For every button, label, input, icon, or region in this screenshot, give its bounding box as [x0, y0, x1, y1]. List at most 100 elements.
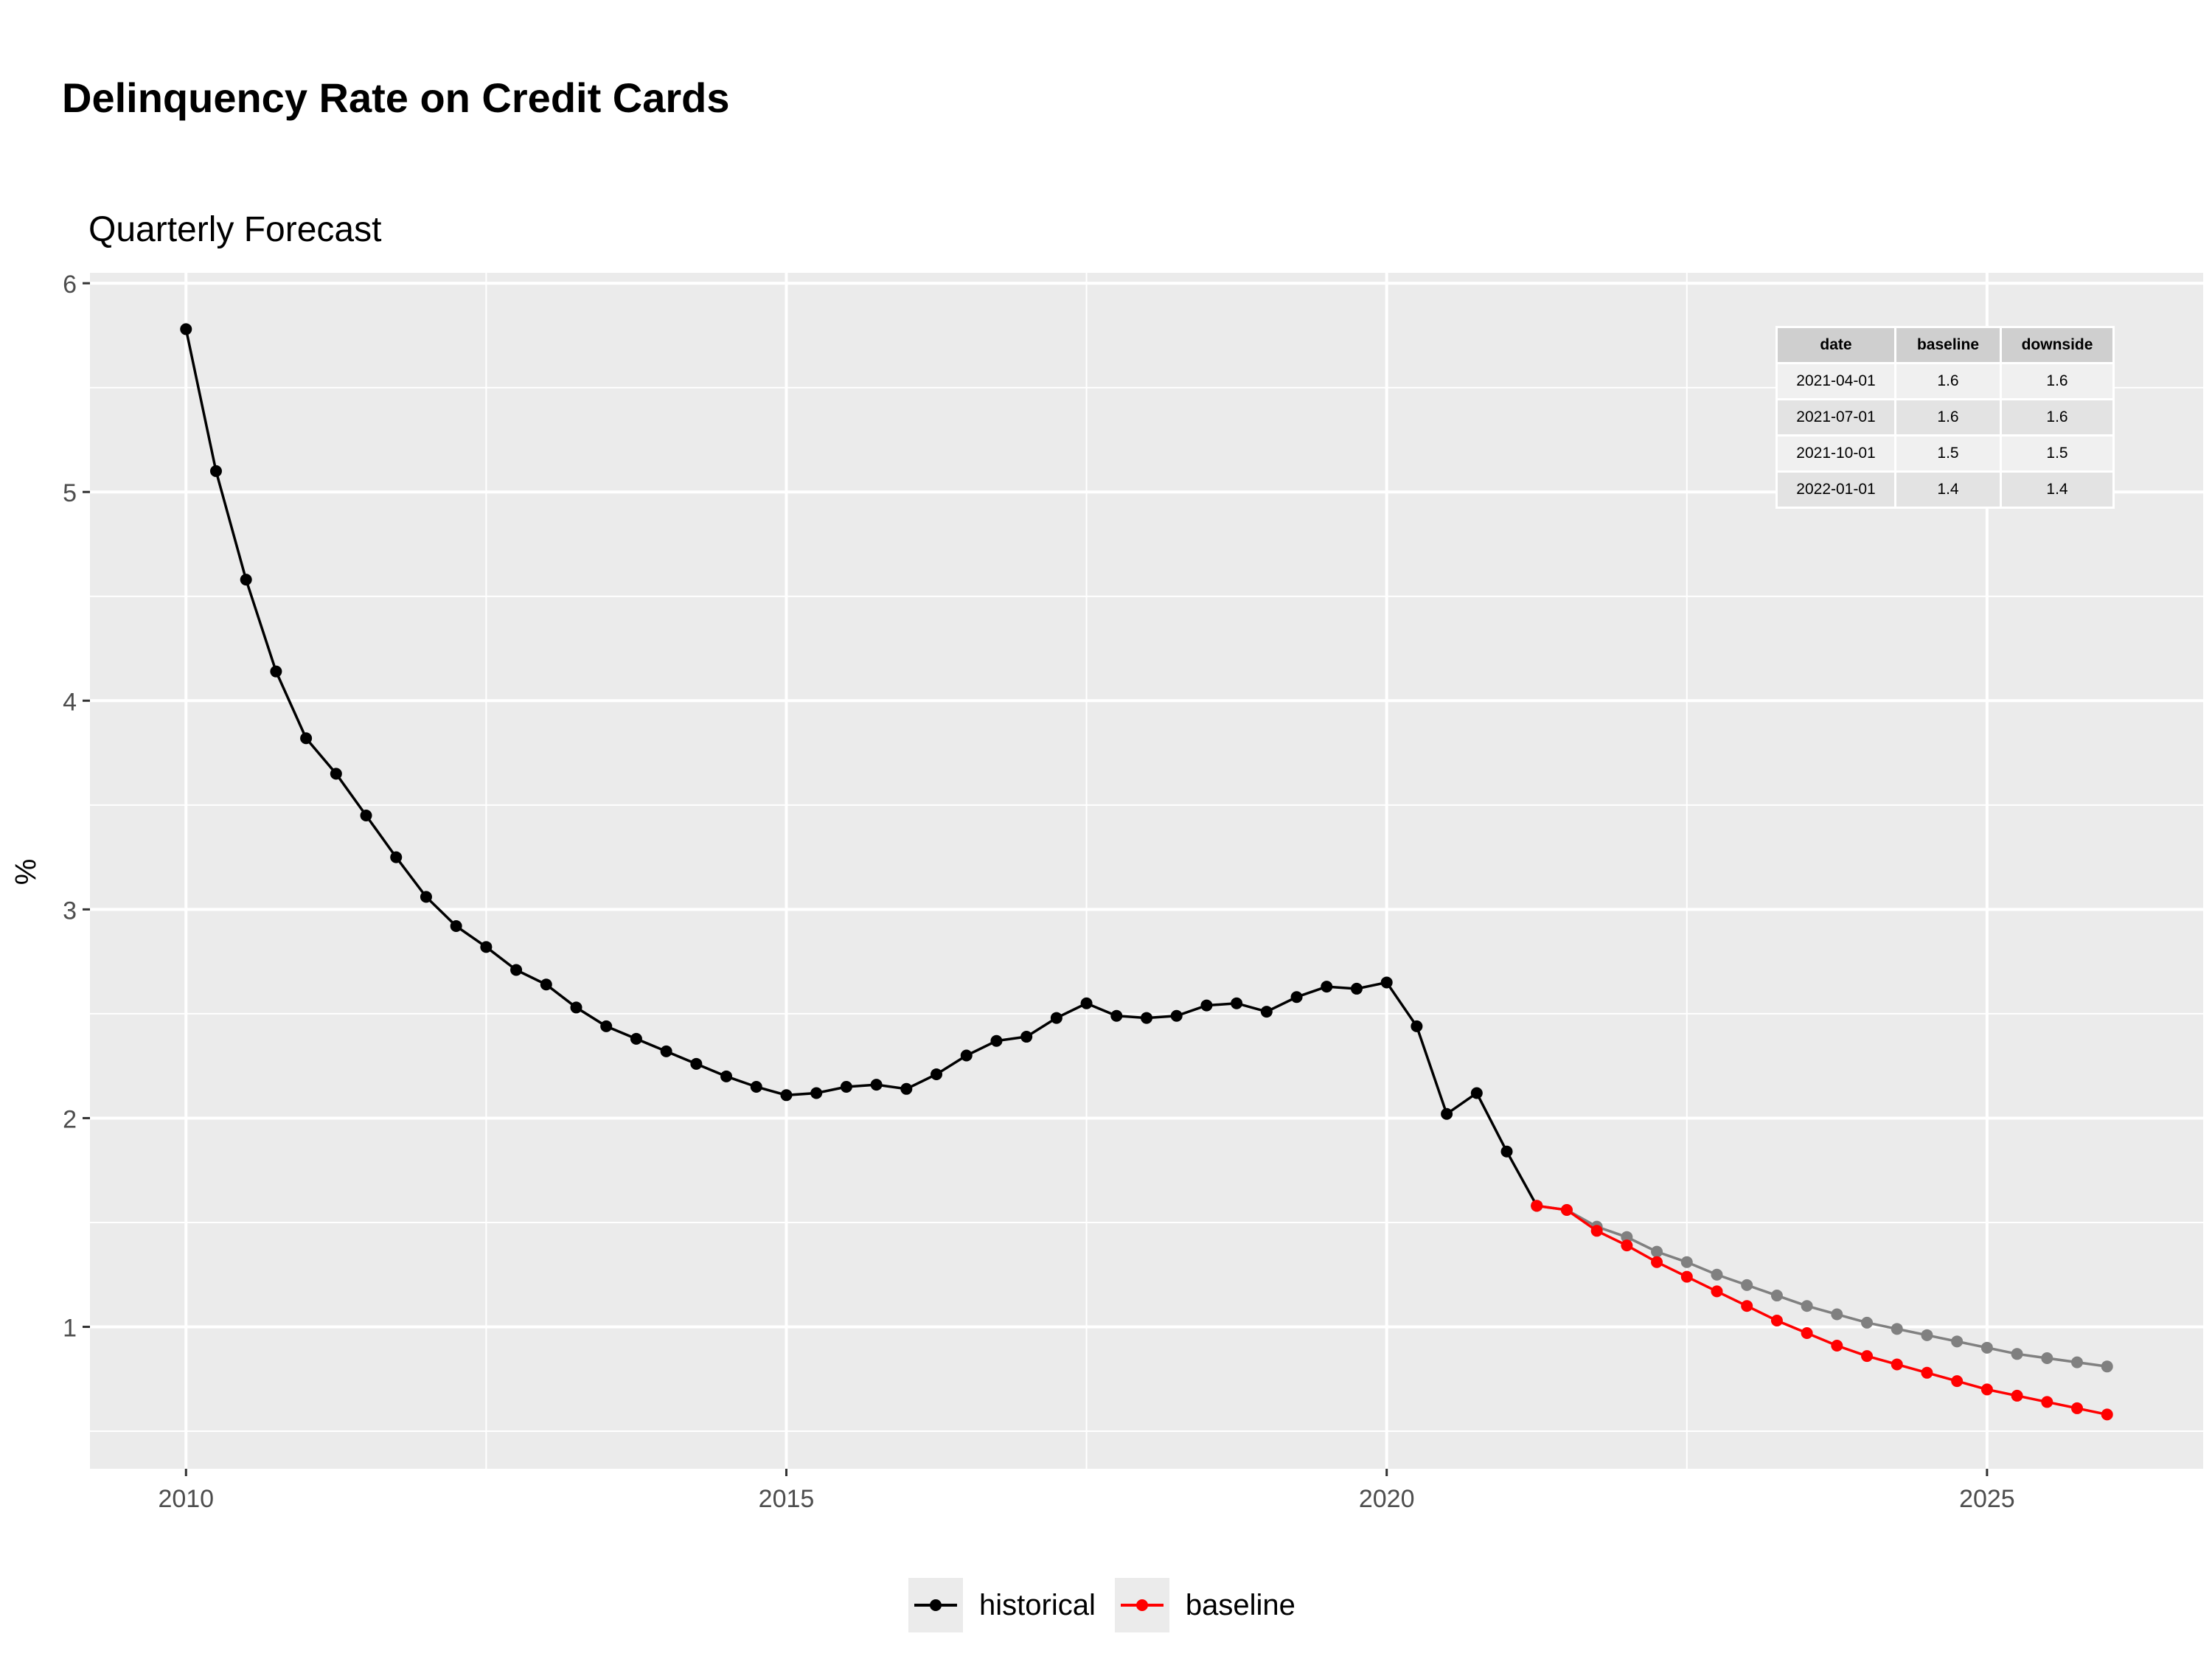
data-point-historical — [990, 1034, 1003, 1047]
data-point-historical — [1290, 991, 1303, 1004]
y-tick-label: 1 — [63, 1315, 77, 1343]
data-point-baseline — [1861, 1350, 1874, 1363]
data-point-baseline — [1590, 1225, 1603, 1237]
data-point-historical — [180, 323, 192, 335]
legend-item-historical: historical — [908, 1578, 1096, 1632]
data-point-historical — [1110, 1009, 1123, 1022]
data-point-downside — [1801, 1300, 1813, 1312]
chart-title: Delinquency Rate on Credit Cards — [62, 74, 730, 121]
table-row: 2021-07-01 1.6 1.6 — [1775, 398, 2115, 437]
data-point-historical — [630, 1032, 642, 1045]
data-point-downside — [1711, 1268, 1723, 1281]
data-point-baseline — [1801, 1327, 1813, 1340]
data-point-historical — [1170, 1009, 1183, 1022]
table-cell: 2021-07-01 — [1775, 398, 1896, 437]
data-point-baseline — [1770, 1315, 1783, 1327]
x-tick-label: 2025 — [1959, 1485, 2015, 1513]
data-point-historical — [660, 1045, 672, 1057]
data-point-historical — [1141, 1012, 1152, 1024]
data-point-historical — [600, 1020, 613, 1032]
data-point-historical — [1020, 1031, 1033, 1043]
table-cell: 2021-04-01 — [1775, 362, 1896, 400]
data-point-historical — [330, 768, 342, 780]
y-tick-label: 4 — [63, 688, 77, 716]
data-point-historical — [300, 732, 313, 745]
data-point-downside — [1831, 1308, 1843, 1321]
data-point-downside — [1921, 1329, 1933, 1341]
chart-subtitle: Quarterly Forecast — [88, 210, 382, 249]
data-point-historical — [750, 1080, 762, 1093]
data-point-baseline — [2041, 1396, 2053, 1408]
data-point-historical — [780, 1089, 793, 1102]
forecast-table-header: date baseline downside — [1775, 326, 2115, 364]
data-point-historical — [480, 941, 493, 953]
legend-key-baseline — [1114, 1578, 1169, 1632]
table-cell: 1.6 — [2000, 362, 2115, 400]
data-point-historical — [510, 964, 523, 976]
data-point-downside — [1680, 1256, 1693, 1268]
y-tick-label: 5 — [63, 479, 77, 507]
forecast-table: date baseline downside 2021-04-01 1.6 1.… — [1775, 326, 2115, 509]
data-point-baseline — [1921, 1366, 1933, 1379]
table-cell: 1.4 — [2000, 470, 2115, 509]
data-point-historical — [720, 1070, 733, 1082]
data-point-historical — [931, 1068, 943, 1080]
x-tick-label: 2015 — [759, 1485, 815, 1513]
data-point-historical — [1260, 1006, 1273, 1018]
data-point-historical — [1050, 1012, 1062, 1024]
data-point-historical — [810, 1087, 823, 1099]
legend-label-historical: historical — [979, 1588, 1096, 1621]
data-point-historical — [870, 1079, 883, 1091]
data-point-historical — [1200, 999, 1213, 1012]
data-point-historical — [1350, 982, 1363, 995]
data-point-historical — [1231, 997, 1243, 1009]
data-point-downside — [1621, 1231, 1633, 1243]
table-row: 2022-01-01 1.4 1.4 — [1775, 470, 2115, 509]
data-point-historical — [1441, 1107, 1453, 1120]
table-cell: 1.6 — [1894, 398, 2002, 437]
data-point-baseline — [1560, 1203, 1573, 1216]
data-point-historical — [900, 1082, 913, 1095]
data-point-historical — [570, 1001, 582, 1014]
data-point-baseline — [1741, 1300, 1753, 1312]
y-tick-label: 3 — [63, 897, 77, 925]
table-header-date: date — [1775, 326, 1896, 364]
y-tick-label: 2 — [63, 1105, 77, 1133]
data-point-historical — [270, 665, 282, 678]
data-point-downside — [2101, 1360, 2113, 1373]
legend-item-baseline: baseline — [1114, 1578, 1295, 1632]
data-point-historical — [390, 851, 403, 863]
data-point-historical — [1500, 1145, 1513, 1158]
data-point-historical — [1321, 981, 1333, 993]
data-point-baseline — [2101, 1408, 2113, 1421]
data-point-historical — [450, 920, 462, 933]
data-point-baseline — [1980, 1383, 1993, 1396]
data-point-downside — [1951, 1335, 1964, 1348]
data-point-historical — [209, 465, 222, 477]
data-point-historical — [240, 574, 252, 586]
data-point-historical — [840, 1080, 852, 1093]
data-point-baseline — [1951, 1375, 1964, 1388]
table-cell: 1.6 — [2000, 398, 2115, 437]
legend-label-baseline: baseline — [1185, 1588, 1295, 1621]
table-cell: 2022-01-01 — [1775, 470, 1896, 509]
data-point-baseline — [1891, 1358, 1903, 1371]
table-header-baseline: baseline — [1894, 326, 2002, 364]
legend-key-historical — [908, 1578, 963, 1632]
data-point-historical — [1080, 997, 1093, 1009]
data-point-downside — [2011, 1348, 2023, 1360]
data-point-historical — [1470, 1087, 1483, 1099]
data-point-downside — [1891, 1323, 1903, 1335]
data-point-historical — [690, 1057, 703, 1070]
data-point-baseline — [1831, 1339, 1843, 1352]
legend: historical baseline — [908, 1578, 1295, 1632]
table-header-downside: downside — [2000, 326, 2115, 364]
table-cell: 1.6 — [1894, 362, 2002, 400]
data-point-downside — [1741, 1279, 1753, 1291]
data-point-baseline — [2071, 1402, 2084, 1414]
data-point-historical — [540, 978, 552, 991]
data-point-downside — [1651, 1245, 1663, 1258]
table-cell: 1.5 — [2000, 434, 2115, 473]
x-tick-label: 2010 — [158, 1485, 214, 1513]
